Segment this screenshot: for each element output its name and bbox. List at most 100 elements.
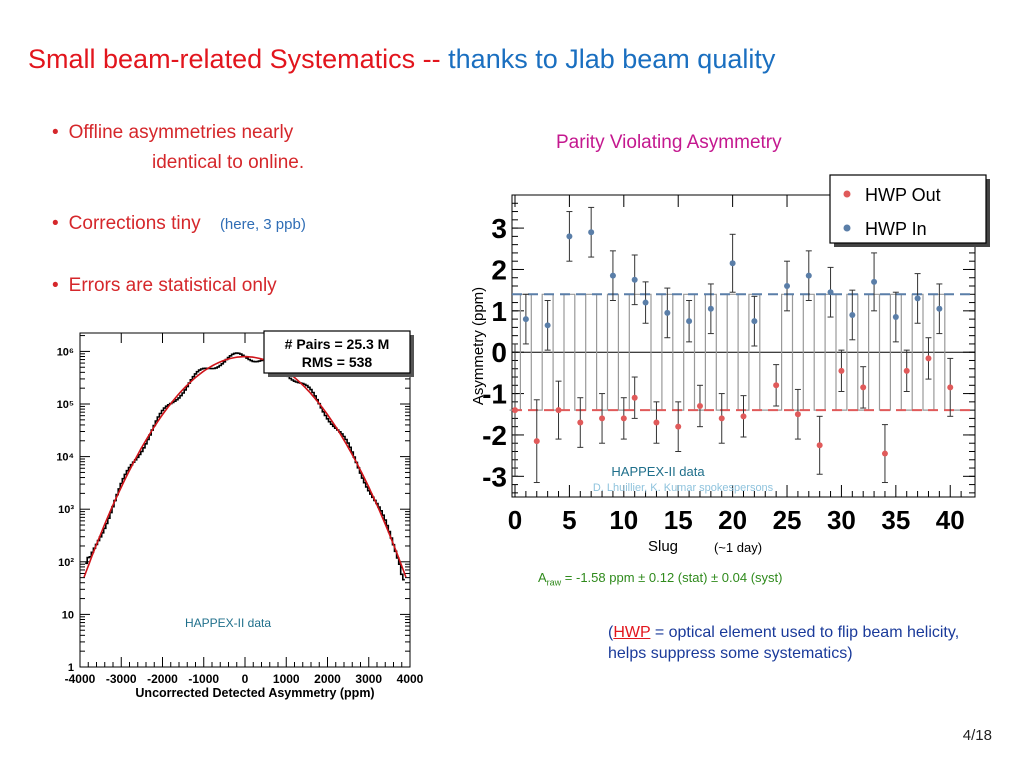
hwp-out-point: [653, 419, 660, 426]
bullet-dot: •: [52, 213, 59, 234]
histogram-chart: 1 10 10² 10³ 10⁴ 10⁵ 10⁶ -4000 -3000 -2000 -1000 0 1…: [56, 330, 424, 700]
x-tick-label: 10: [609, 505, 638, 535]
bullet-dot: •: [52, 122, 59, 143]
x-axis-title: Uncorrected Detected Asymmetry (ppm): [135, 686, 374, 700]
y-tick-label: 10³: [58, 504, 74, 516]
hwp-note-open: (: [608, 624, 614, 641]
hwp-out-point: [773, 382, 780, 389]
y-tick-label: 0: [491, 337, 507, 368]
hwp-in-point: [936, 305, 943, 312]
legend-box: [829, 174, 987, 244]
hwp-out-point: [512, 407, 518, 414]
hwp-in-point: [751, 318, 758, 325]
result-subscript: raw: [546, 577, 562, 588]
hwp-out-point: [631, 394, 638, 401]
hwp-in-point: [686, 318, 693, 325]
y-tick-label: -3: [482, 461, 507, 492]
legend-hwp-out: HWP Out: [865, 185, 941, 205]
y-axis-title: Asymmetry (ppm): [470, 287, 487, 405]
x-axis-title: Slug: [648, 538, 678, 555]
y-tick-label: -2: [482, 420, 507, 451]
x-tick-label: 20: [718, 505, 747, 535]
bullet-dot: •: [52, 275, 59, 296]
x-tick-label: -2000: [147, 672, 178, 686]
hwp-out-point: [740, 413, 747, 420]
hwp-in-point: [522, 316, 529, 323]
hwp-note: (HWP = optical element used to flip beam…: [608, 622, 968, 664]
scatter-chart-title: Parity Violating Asymmetry: [556, 132, 782, 153]
x-tick-label: 4000: [397, 672, 424, 686]
bullet-3: • Errors are statistical only: [52, 275, 277, 297]
bullet-2: • Corrections tiny (here, 3 ppb): [52, 213, 306, 235]
hwp-in-point: [631, 276, 638, 283]
hwp-out-point: [675, 423, 682, 430]
x-tick-label: 15: [664, 505, 693, 535]
x-tick-label: 35: [881, 505, 910, 535]
hwp-in-point: [892, 314, 899, 321]
x-tick-label: 30: [827, 505, 856, 535]
hwp-in-point: [805, 272, 812, 279]
bullet-1: • Offline asymmetries nearly: [52, 122, 293, 144]
page-number: 4/18: [962, 727, 992, 744]
x-tick-label: -1000: [188, 672, 219, 686]
bullet-2-note: (here, 3 ppb): [219, 216, 306, 233]
legend-hwp-in: HWP In: [865, 219, 927, 239]
x-tick-label: 0: [242, 672, 249, 686]
hwp-out-point: [860, 384, 867, 391]
raw-asymmetry-result: Araw = -1.58 ppm ± 0.12 (stat) ± 0.04 (s…: [538, 570, 782, 588]
histogram-bars: [85, 352, 405, 581]
y-tick-label: 1: [68, 662, 74, 674]
result-text: = -1.58 ppm ± 0.12 (stat) ± 0.04 (syst): [561, 570, 783, 585]
hwp-abbr: HWP: [613, 624, 651, 641]
y-tick-label: 10: [62, 609, 74, 621]
hwp-out-point: [620, 415, 627, 422]
hwp-out-point: [925, 355, 932, 362]
hwp-in-point: [707, 305, 714, 312]
hwp-in-point: [871, 278, 878, 285]
hwp-out-point: [718, 415, 725, 422]
hwp-out-point: [816, 442, 823, 449]
x-tick-label: 0: [508, 505, 522, 535]
x-tick-label: 40: [936, 505, 965, 535]
bullet-2-text: Corrections tiny: [68, 213, 201, 234]
bullet-1-line1: Offline asymmetries nearly: [68, 122, 294, 143]
hwp-in-point: [784, 283, 791, 290]
y-tick-label: 10⁴: [56, 452, 74, 464]
hwp-out-point: [881, 450, 888, 457]
title-part2: thanks to Jlab beam quality: [448, 44, 776, 74]
hwp-in-point: [566, 233, 573, 240]
gaussian-fit-curve: [83, 355, 407, 578]
x-tick-label: 5: [562, 505, 576, 535]
hwp-in-point: [729, 260, 736, 267]
hwp-out-point: [794, 411, 801, 418]
hwp-out-point: [696, 402, 703, 409]
x-tick-label: -3000: [106, 672, 137, 686]
y-tick-label: 3: [491, 213, 507, 244]
hwp-in-point: [914, 295, 921, 302]
scatter-annotation: HAPPEX-II data: [611, 464, 705, 479]
y-tick-label: 10²: [58, 557, 74, 569]
hwp-note-text: = optical element used to flip beam heli…: [608, 624, 960, 662]
slide-title: Small beam-related Systematics -- thanks…: [28, 44, 775, 75]
hwp-in-point: [664, 309, 671, 316]
y-tick-label: 1: [491, 296, 507, 327]
y-tick-label: 2: [491, 254, 507, 285]
hwp-out-point: [838, 367, 845, 374]
hwp-out-point: [947, 384, 954, 391]
hwp-in-point: [609, 272, 616, 279]
legend-in-marker: [843, 224, 851, 232]
hwp-in-point: [588, 229, 595, 236]
hwp-out-point: [533, 438, 540, 445]
hwp-out-point: [555, 407, 562, 414]
legend-out-marker: [843, 190, 851, 198]
y-tick-label: -1: [482, 379, 507, 410]
x-tick-label: 25: [773, 505, 802, 535]
x-tick-label: -4000: [65, 672, 96, 686]
bullet-1-continuation: identical to online.: [152, 152, 305, 173]
stats-box: [263, 330, 411, 374]
y-tick-label: 10⁶: [57, 346, 74, 358]
scatter-credit: D. Lhuillier, K. Kumar spokespersons: [593, 482, 774, 494]
title-separator: --: [422, 44, 441, 74]
hwp-in-point: [642, 299, 649, 306]
